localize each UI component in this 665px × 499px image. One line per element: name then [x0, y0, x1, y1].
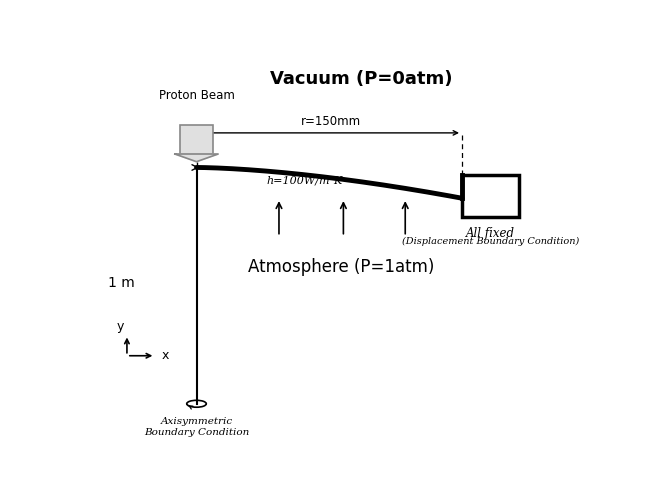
- Text: x: x: [162, 349, 169, 362]
- Text: Atmosphere (P=1atm): Atmosphere (P=1atm): [247, 258, 434, 276]
- Polygon shape: [175, 154, 218, 162]
- Text: Proton Beam: Proton Beam: [158, 89, 235, 102]
- Text: Axisymmetric
Boundary Condition: Axisymmetric Boundary Condition: [144, 417, 249, 437]
- Text: (Displacement Boundary Condition): (Displacement Boundary Condition): [402, 237, 579, 246]
- Text: 1 m: 1 m: [108, 276, 135, 290]
- Text: Vacuum (P=0atm): Vacuum (P=0atm): [270, 70, 453, 88]
- Text: r=150mm: r=150mm: [301, 115, 360, 128]
- Text: h=100W/m²K: h=100W/m²K: [266, 176, 342, 186]
- Bar: [462, 175, 519, 218]
- Text: y: y: [117, 320, 124, 333]
- Text: All fixed: All fixed: [465, 227, 515, 240]
- Bar: [180, 125, 213, 154]
